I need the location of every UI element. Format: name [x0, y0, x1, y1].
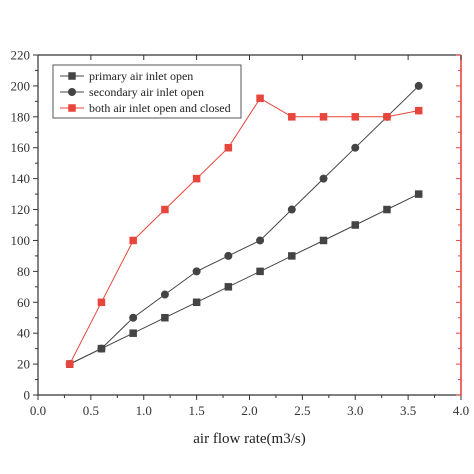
- data-point: [129, 313, 138, 322]
- y-tick-label: 100: [11, 233, 31, 248]
- y-tick-label: 200: [11, 78, 31, 93]
- legend-label: primary air inlet open: [89, 69, 193, 83]
- data-point: [161, 313, 169, 322]
- y-tick-label: 60: [17, 295, 30, 310]
- series-1: [65, 190, 423, 368]
- data-point: [288, 252, 296, 260]
- y-tick-label: 140: [11, 171, 31, 186]
- x-tick-label: 0.0: [30, 403, 46, 418]
- data-point: [224, 251, 233, 260]
- legend-marker: [68, 88, 76, 96]
- chart-axes: 0.0 0.5 1.0 1.5 2.0 2.5 3.0 3.5 4.0 0 20 40 60 80 100 1…: [11, 48, 470, 419]
- y-tick-label: 120: [11, 202, 31, 217]
- y-tick-label: 80: [17, 264, 30, 279]
- y-tick-label: 160: [11, 140, 31, 155]
- chart-legend: primary air inlet open secondary air inle…: [52, 64, 242, 119]
- data-point: [319, 174, 328, 183]
- x-tick-label: 2.5: [294, 403, 310, 418]
- data-point: [351, 113, 359, 121]
- data-point: [383, 205, 391, 214]
- y-tick-label: 180: [11, 109, 31, 124]
- data-point: [414, 81, 423, 90]
- data-point: [129, 329, 137, 337]
- data-point: [256, 236, 265, 245]
- data-point: [192, 267, 201, 276]
- data-point: [161, 205, 169, 214]
- data-point: [319, 113, 328, 121]
- data-point: [256, 267, 264, 276]
- data-point: [65, 360, 74, 368]
- legend-marker: [68, 72, 76, 80]
- x-tick-label: 0.5: [83, 403, 99, 418]
- data-point: [288, 113, 296, 121]
- y-tick-label: 20: [17, 357, 30, 372]
- data-point: [383, 113, 391, 121]
- series-line: [69, 85, 420, 365]
- series-line: [69, 193, 419, 365]
- data-point: [192, 298, 201, 307]
- data-point: [224, 143, 233, 152]
- x-tick-label: 3.0: [347, 403, 363, 418]
- data-point: [97, 298, 106, 307]
- x-tick-label: 1.5: [189, 403, 205, 418]
- data-point: [224, 283, 233, 291]
- x-tick-label: 4.0: [453, 403, 469, 418]
- legend-label: both air inlet open and closed: [89, 101, 231, 115]
- data-point: [192, 174, 201, 183]
- data-point: [351, 143, 360, 152]
- x-tick-label: 1.0: [136, 403, 152, 418]
- series-2: [65, 81, 423, 369]
- data-point: [351, 221, 359, 229]
- y-tick-label: 0: [24, 388, 31, 403]
- x-axis-title: air flow rate(m3/s): [193, 431, 305, 447]
- legend-label: secondary air inlet open: [89, 85, 204, 99]
- data-point: [256, 94, 264, 103]
- legend-box: [52, 64, 242, 119]
- series-3: [65, 94, 423, 368]
- data-point: [160, 290, 169, 299]
- data-point: [129, 236, 137, 245]
- data-point: [97, 344, 106, 353]
- data-point: [414, 106, 423, 115]
- legend-marker: [68, 104, 76, 112]
- x-tick-label: 2.0: [241, 403, 257, 418]
- data-point: [287, 205, 296, 214]
- chart-series: [65, 81, 423, 369]
- series-line: [69, 97, 419, 365]
- y-tick-label: 220: [11, 48, 31, 63]
- data-point: [319, 236, 328, 245]
- data-point: [414, 190, 423, 198]
- x-tick-label: 3.5: [400, 403, 416, 418]
- y-tick-label: 40: [17, 326, 30, 341]
